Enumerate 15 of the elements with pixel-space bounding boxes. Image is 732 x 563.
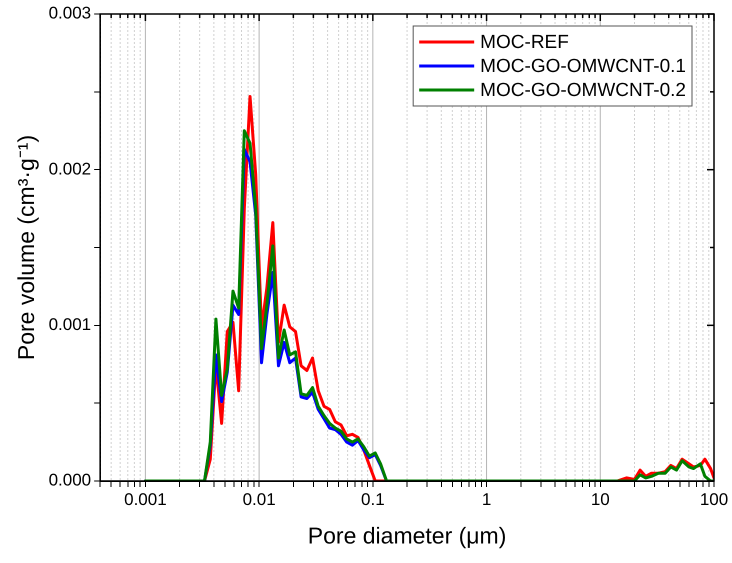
- x-tick-label: 0.01: [242, 490, 276, 509]
- x-tick-label: 10: [590, 490, 610, 509]
- y-tick-label: 0.003: [48, 4, 92, 23]
- x-axis-title: Pore diameter (μm): [308, 522, 506, 549]
- x-tick-label: 0.1: [361, 490, 385, 509]
- y-tick-label: 0.002: [48, 159, 92, 178]
- y-axis-title: Pore volume (cm³·g⁻¹): [13, 134, 40, 360]
- x-tick-label: 100: [700, 490, 728, 509]
- legend-label: MOC-GO-OMWCNT-0.1: [480, 56, 686, 78]
- y-tick-label: 0.001: [48, 315, 92, 334]
- x-tick-label: 0.001: [124, 490, 167, 509]
- legend-label: MOC-GO-OMWCNT-0.2: [480, 80, 686, 102]
- legend-label: MOC-REF: [480, 32, 569, 54]
- x-tick-label: 1: [482, 490, 492, 509]
- y-tick-label: 0.000: [48, 470, 92, 490]
